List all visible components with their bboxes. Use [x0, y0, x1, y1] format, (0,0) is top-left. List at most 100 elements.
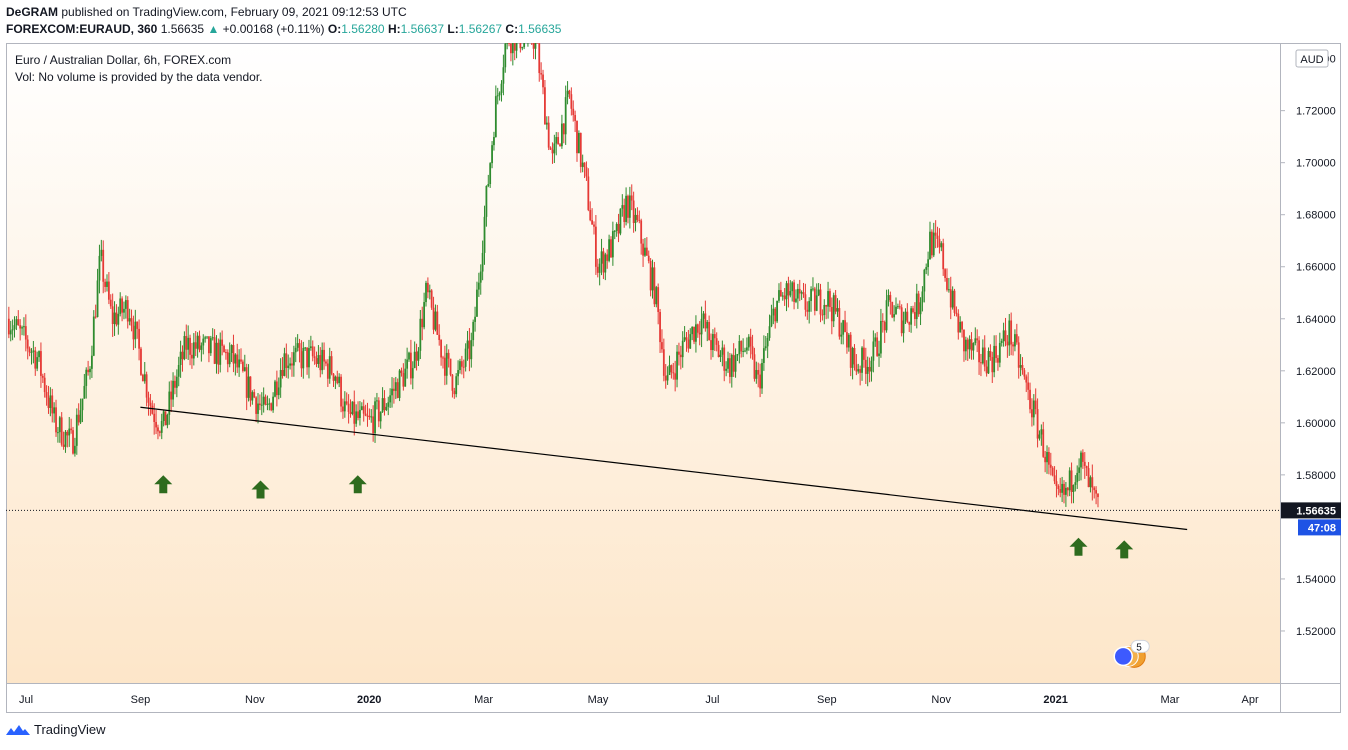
- candle-body: [1089, 477, 1092, 488]
- candle-body: [513, 43, 516, 51]
- candle-body: [130, 318, 133, 326]
- candle-body: [785, 283, 788, 300]
- candle-body: [608, 239, 610, 261]
- candle-body: [944, 269, 946, 278]
- candle-body: [572, 108, 575, 116]
- candle-body: [908, 322, 911, 325]
- candle-body: [192, 342, 195, 359]
- candle-body: [687, 339, 690, 349]
- candle-body: [147, 397, 150, 403]
- candle-body: [485, 186, 488, 217]
- candle-body: [547, 122, 550, 148]
- candle-body: [1032, 400, 1035, 418]
- candle-body: [1017, 342, 1020, 368]
- price-chart[interactable]: 5 1.72000 1.70000 1.68000 1.66000 1.64000 1.6…: [6, 43, 1341, 713]
- time-axis[interactable]: Jul Sep Nov 2020 Mar May Jul Sep Nov 2021 Mar Apr: [19, 694, 1259, 706]
- candle-body: [68, 428, 71, 436]
- candle-body: [107, 281, 110, 300]
- candle-body: [523, 43, 526, 48]
- candle-body: [938, 238, 941, 248]
- candle-body: [1040, 429, 1043, 435]
- y-tick-label: 1.60000: [1296, 418, 1336, 430]
- candle-body: [806, 309, 809, 312]
- published-text: published on TradingView.com, February 0…: [61, 5, 407, 19]
- candle-body: [819, 289, 822, 315]
- x-tick-label: Sep: [817, 694, 837, 706]
- candle-body: [113, 312, 116, 325]
- candle-body: [821, 314, 824, 316]
- candle-body: [1064, 487, 1067, 495]
- candle-body: [423, 302, 426, 328]
- candle-body: [149, 402, 152, 406]
- publish-info: DeGRAM published on TradingView.com, Feb…: [6, 5, 407, 19]
- candle-body: [636, 214, 639, 220]
- candle-body: [981, 347, 984, 364]
- candle-body: [483, 216, 486, 253]
- candle-body: [100, 249, 103, 256]
- ohlc-header: FOREXCOM:EURAUD, 360 1.56635 ▲ +0.00168 …: [6, 22, 561, 36]
- candle-body: [593, 224, 595, 227]
- candle-body: [695, 324, 697, 342]
- candle-body: [759, 374, 762, 389]
- candle-body: [462, 366, 465, 368]
- candle-body: [634, 214, 637, 223]
- candle-body: [678, 351, 680, 355]
- candle-body: [343, 401, 346, 412]
- candle-body: [275, 381, 278, 396]
- candle-body: [551, 149, 554, 154]
- tradingview-footer[interactable]: TradingView: [6, 722, 106, 737]
- candle-body: [645, 247, 648, 256]
- candle-body: [357, 411, 359, 418]
- candle-body: [225, 352, 227, 354]
- candle-body: [772, 308, 775, 316]
- candle-body: [836, 308, 839, 312]
- candle-body: [245, 367, 248, 398]
- candle-body: [538, 43, 541, 74]
- candle-body: [1010, 320, 1013, 345]
- candle-body: [123, 308, 125, 313]
- candle-body: [160, 421, 163, 433]
- candle-body: [598, 263, 601, 273]
- candle-body: [457, 370, 459, 377]
- x-tick-label: Jul: [19, 694, 33, 706]
- candle-body: [976, 338, 979, 341]
- candle-body: [7, 318, 10, 335]
- candle-body: [834, 295, 837, 312]
- candle-body: [846, 332, 848, 348]
- candle-body: [23, 326, 25, 328]
- candle-body: [921, 291, 924, 303]
- candle-body: [449, 358, 452, 375]
- candle-body: [859, 369, 862, 373]
- chart-border: [6, 43, 1341, 713]
- candle-body: [436, 311, 439, 335]
- candle-body: [309, 346, 312, 349]
- candle-body: [285, 353, 288, 369]
- candle-body: [566, 90, 569, 98]
- candle-body: [559, 144, 561, 147]
- candle-body: [15, 319, 18, 326]
- price-axis[interactable]: 1.72000 1.70000 1.68000 1.66000 1.64000 1.620…: [1280, 54, 1341, 638]
- candle-body: [211, 337, 214, 339]
- x-tick-label: Mar: [1161, 694, 1180, 706]
- candle-body: [817, 289, 820, 296]
- chart-frame[interactable]: 5 1.72000 1.70000 1.68000 1.66000 1.64000 1.6…: [6, 43, 1341, 713]
- candle-body: [232, 345, 235, 364]
- candle-body: [866, 366, 869, 374]
- candle-body: [315, 358, 318, 364]
- candle-body: [83, 385, 86, 399]
- x-tick-label: 2021: [1043, 694, 1067, 706]
- support-trendline: [140, 406, 1188, 531]
- candle-body: [104, 281, 107, 287]
- candle-body: [993, 345, 996, 373]
- candle-body: [657, 287, 660, 312]
- candle-body: [808, 301, 811, 312]
- candle-body: [861, 347, 863, 373]
- candle-body: [985, 366, 988, 374]
- author-name[interactable]: DeGRAM: [6, 5, 59, 19]
- candle-body: [668, 365, 671, 376]
- candle-body: [542, 74, 544, 88]
- candle-body: [379, 411, 382, 422]
- candle-body: [998, 342, 1001, 363]
- countdown-label: 47:08: [1308, 522, 1336, 534]
- candle-body: [1019, 365, 1022, 368]
